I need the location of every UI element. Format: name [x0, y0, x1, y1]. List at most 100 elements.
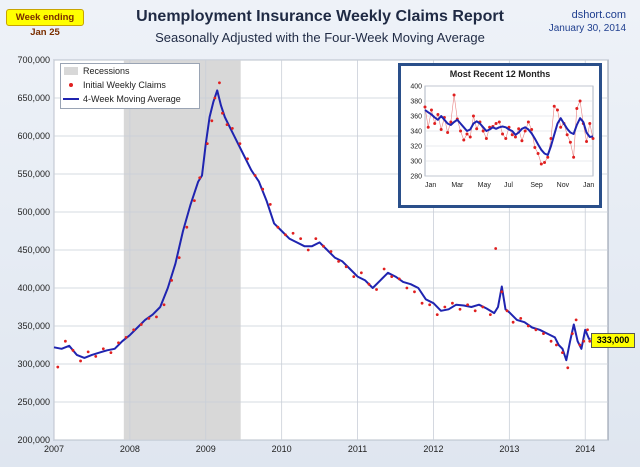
inset-point-claims [465, 132, 469, 136]
inset-y-tick-label: 360 [410, 114, 422, 121]
source-label: dshort.com [571, 9, 626, 21]
point-claims [586, 328, 589, 332]
point-claims [359, 271, 363, 275]
inset-point-claims [526, 120, 530, 124]
point-claims [71, 348, 75, 352]
inset-point-claims [546, 155, 550, 159]
last-value-label: 333,000 [591, 333, 635, 348]
point-claims [124, 336, 128, 339]
point-claims [268, 203, 272, 206]
claims-dot-swatch [69, 83, 73, 87]
report-date: January 30, 2014 [548, 23, 626, 34]
inset-x-tick-label: May [478, 182, 492, 189]
y-tick-label: 450,000 [17, 245, 50, 255]
inset-point-claims [536, 152, 540, 155]
point-claims [322, 244, 325, 248]
legend-item-claims: Initial Weekly Claims [61, 78, 199, 92]
point-claims [177, 256, 181, 259]
inset-x-tick-label: Mar [451, 182, 464, 189]
point-claims [588, 339, 592, 343]
inset-x-tick-label: Jan [425, 182, 436, 189]
point-claims [329, 250, 333, 253]
y-tick-label: 500,000 [17, 207, 50, 217]
inset-y-tick-label: 340 [410, 129, 422, 136]
inset-point-claims [549, 137, 553, 140]
inset-point-claims [429, 108, 433, 112]
x-tick-label: 2013 [499, 444, 519, 454]
y-tick-label: 300,000 [17, 359, 50, 369]
point-claims [397, 277, 401, 281]
inset-x-tick-label: Sep [530, 182, 543, 189]
inset-point-claims [471, 114, 475, 118]
y-tick-label: 700,000 [17, 55, 50, 65]
point-claims [413, 290, 416, 294]
x-tick-label: 2012 [423, 444, 443, 454]
point-claims [155, 315, 158, 319]
point-claims [185, 225, 189, 229]
inset-x-tick-label: Nov [557, 182, 570, 189]
inset-point-claims [468, 135, 472, 139]
inset-point-claims [559, 125, 563, 129]
average-line-swatch [63, 98, 79, 100]
point-claims [534, 328, 538, 332]
inset-point-claims [452, 93, 456, 97]
point-claims [284, 233, 287, 237]
point-claims [519, 317, 523, 320]
point-claims [109, 351, 113, 354]
inset-point-claims [520, 139, 524, 143]
chart-title: Unemployment Insurance Weekly Claims Rep… [136, 8, 504, 25]
inset-point-claims [462, 138, 466, 142]
inset-point-claims [433, 122, 437, 125]
recession-swatch [64, 67, 78, 75]
chart-subtitle: Seasonally Adjusted with the Four-Week M… [155, 30, 485, 45]
point-claims [375, 288, 378, 291]
inset-point-claims [572, 155, 576, 159]
inset-point-claims [585, 140, 589, 143]
inset-point-claims [439, 128, 443, 131]
point-claims [344, 265, 348, 269]
point-claims [500, 290, 504, 294]
point-claims [420, 301, 424, 305]
point-claims [428, 303, 432, 307]
point-claims [561, 351, 564, 354]
point-claims [192, 199, 196, 203]
point-claims [511, 320, 515, 324]
point-claims [574, 318, 578, 322]
inset-point-claims [552, 104, 556, 108]
legend-label-recessions: Recessions [83, 66, 130, 76]
inset-point-claims [484, 137, 488, 140]
point-claims [578, 343, 582, 347]
inset-point-claims [475, 127, 479, 131]
point-claims [238, 142, 242, 146]
point-claims [139, 323, 143, 326]
chart-legend: Recessions Initial Weekly Claims 4-Week … [60, 63, 200, 109]
x-tick-label: 2007 [44, 444, 64, 454]
point-claims [494, 247, 498, 250]
series-line-average [53, 89, 591, 362]
inset-x-tick-label: Jul [504, 182, 513, 189]
point-claims [246, 157, 249, 161]
point-claims [261, 187, 265, 191]
legend-item-recessions: Recessions [61, 64, 199, 78]
point-claims [314, 237, 318, 241]
point-claims [582, 339, 586, 343]
inset-point-claims [565, 133, 569, 137]
inset-point-claims [426, 125, 430, 129]
inset-point-claims [504, 137, 508, 140]
point-claims [382, 267, 386, 271]
inset-series-line-average [424, 109, 594, 156]
inset-point-claims [523, 129, 527, 133]
point-claims [218, 81, 221, 85]
point-claims [566, 366, 570, 370]
y-tick-label: 550,000 [17, 169, 50, 179]
point-claims [488, 313, 492, 316]
inset-point-claims [436, 113, 440, 116]
inset-point-claims [459, 129, 463, 133]
legend-label-claims: Initial Weekly Claims [83, 80, 166, 90]
point-claims [435, 313, 439, 316]
inset-point-claims [578, 99, 582, 103]
inset-point-claims [449, 120, 453, 124]
point-claims [458, 307, 462, 311]
inset-y-tick-label: 400 [410, 84, 422, 91]
point-claims [276, 225, 280, 229]
